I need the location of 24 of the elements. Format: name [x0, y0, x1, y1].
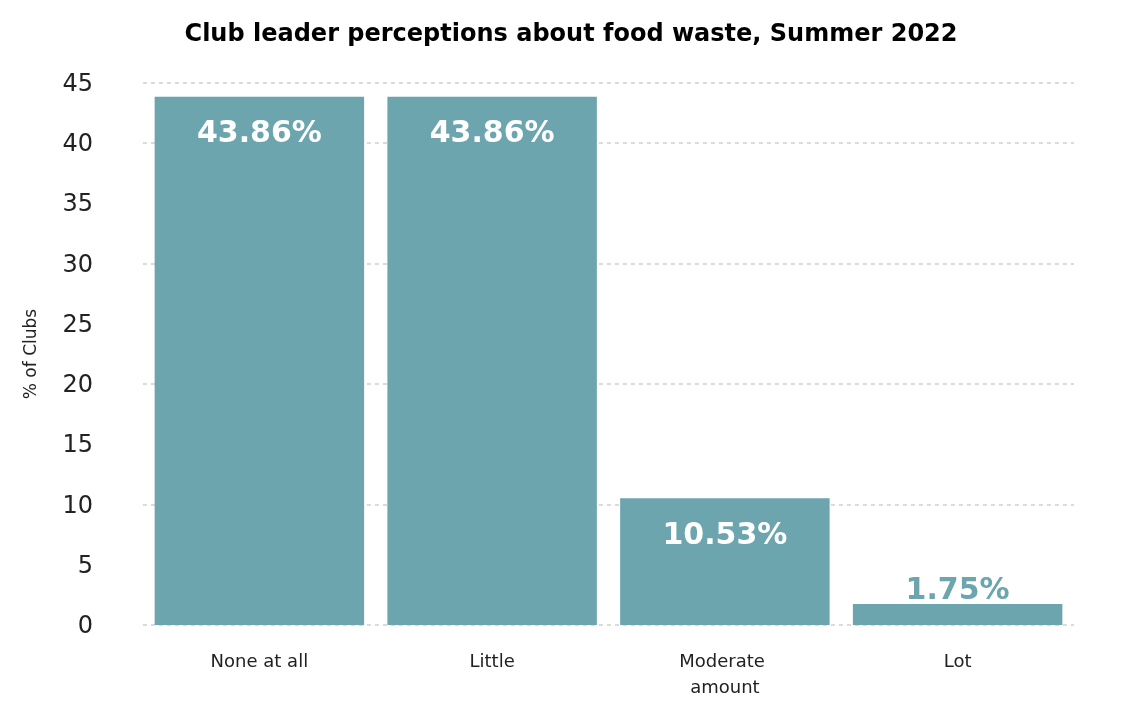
data-label: 43.86% [429, 114, 555, 150]
data-label: 43.86% [196, 114, 322, 150]
y-tick-label: 15 [62, 430, 93, 459]
data-label: 10.53% [662, 515, 788, 551]
bar [852, 603, 1063, 625]
x-tick-label: Little [469, 649, 515, 671]
y-tick-label: 10 [62, 490, 93, 519]
bar [620, 498, 830, 625]
y-tick-label: 30 [62, 249, 93, 278]
y-tick-label: 45 [62, 69, 93, 97]
y-axis-title: % of Clubs [19, 308, 40, 400]
bar [387, 96, 597, 625]
y-tick-label: 0 [77, 611, 93, 639]
x-tick-label: Lot [943, 649, 972, 671]
chart-title: Club leader perceptions about food waste, Summer 2022 [184, 19, 958, 47]
bar [154, 96, 365, 625]
data-label: 1.75% [905, 571, 1010, 607]
x-tick-label: Moderate amount [679, 649, 771, 697]
y-tick-label: 20 [62, 370, 93, 399]
y-tick-label: 25 [62, 309, 93, 338]
y-tick-label: 35 [62, 189, 93, 218]
y-tick-label: 40 [62, 129, 93, 158]
y-tick-label: 5 [77, 550, 93, 579]
x-tick-label: None at all [210, 649, 309, 671]
